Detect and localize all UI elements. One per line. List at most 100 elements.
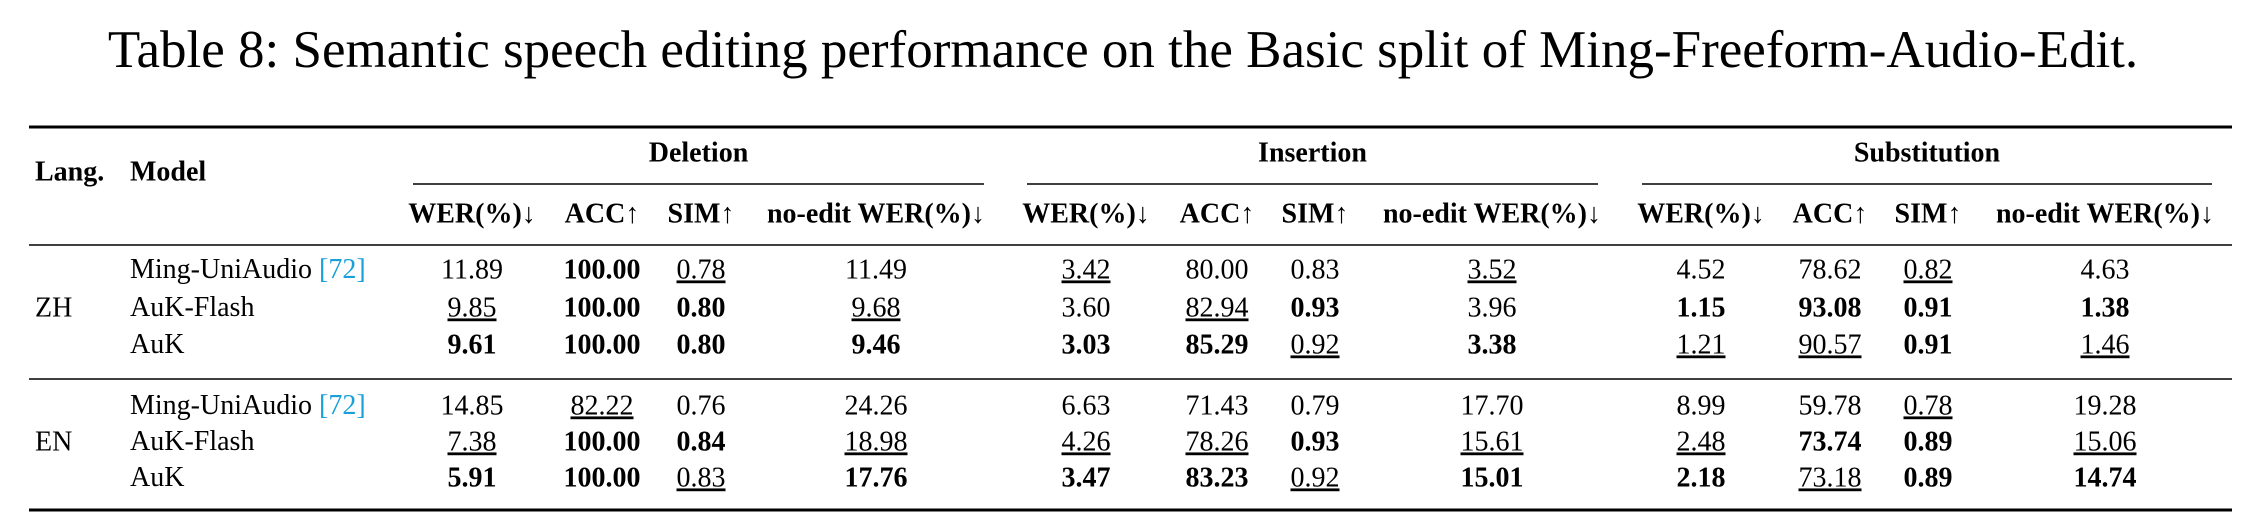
cell: 4.52 xyxy=(1677,254,1726,285)
caption: Table 8: Semantic speech editing perform… xyxy=(108,21,2138,79)
metric-header: ACC↑ xyxy=(565,198,640,229)
cell: 15.06 xyxy=(2074,426,2137,457)
metric-header: SIM↑ xyxy=(1282,198,1349,229)
cell: 9.85 xyxy=(448,292,497,323)
cell: 1.46 xyxy=(2081,329,2130,360)
model-name: Ming-UniAudio [72] xyxy=(130,254,366,285)
metric-header: WER(%)↓ xyxy=(1022,198,1150,229)
model-name: AuK-Flash xyxy=(130,426,254,457)
cell: 14.74 xyxy=(2074,462,2137,493)
cell: 9.46 xyxy=(852,329,901,360)
metric-header: ACC↑ xyxy=(1793,198,1868,229)
cell: 80.00 xyxy=(1186,254,1249,285)
model-label: AuK-Flash xyxy=(130,292,254,323)
cell: 59.78 xyxy=(1799,390,1862,421)
cell: 4.63 xyxy=(2081,254,2130,285)
cell: 1.21 xyxy=(1677,329,1726,360)
metric-header: WER(%)↓ xyxy=(408,198,536,229)
model-label: AuK xyxy=(130,329,184,360)
cell: 0.93 xyxy=(1291,292,1340,323)
cell: 8.99 xyxy=(1677,390,1726,421)
group-header: Deletion xyxy=(649,137,749,168)
model-name: AuK xyxy=(130,329,184,360)
model-label: Ming-UniAudio xyxy=(130,254,312,285)
cell: 100.00 xyxy=(564,292,641,323)
cell: 2.18 xyxy=(1677,462,1726,493)
cell: 0.83 xyxy=(677,462,726,493)
cell: 0.91 xyxy=(1904,329,1953,360)
cell: 3.42 xyxy=(1062,254,1111,285)
cell: 11.49 xyxy=(845,254,907,285)
group-header: Substitution xyxy=(1854,137,2001,168)
cell: 73.18 xyxy=(1799,462,1862,493)
cell: 73.74 xyxy=(1799,426,1862,457)
cell: 100.00 xyxy=(564,462,641,493)
metric-header: ACC↑ xyxy=(1180,198,1255,229)
cell: 0.89 xyxy=(1904,426,1953,457)
citation: [72] xyxy=(319,390,366,421)
cell: 15.01 xyxy=(1461,462,1524,493)
cell: 82.94 xyxy=(1186,292,1249,323)
metric-header: no-edit WER(%)↓ xyxy=(1996,198,2214,229)
cell: 3.03 xyxy=(1062,329,1111,360)
cell: 5.91 xyxy=(448,462,497,493)
cell: 19.28 xyxy=(2074,390,2137,421)
cell: 83.23 xyxy=(1186,462,1249,493)
cell: 100.00 xyxy=(564,254,641,285)
cell: 3.52 xyxy=(1468,254,1517,285)
metric-header: SIM↑ xyxy=(668,198,735,229)
cell: 17.70 xyxy=(1461,390,1524,421)
model-label: AuK-Flash xyxy=(130,426,254,457)
cell: 85.29 xyxy=(1186,329,1249,360)
metric-header: SIM↑ xyxy=(1895,198,1962,229)
cell: 11.89 xyxy=(441,254,503,285)
cell: 0.91 xyxy=(1904,292,1953,323)
cell: 93.08 xyxy=(1799,292,1862,323)
cell: 0.89 xyxy=(1904,462,1953,493)
cell: 78.62 xyxy=(1799,254,1862,285)
lang-label: EN xyxy=(35,426,72,457)
model-name: AuK xyxy=(130,462,184,493)
cell: 9.68 xyxy=(852,292,901,323)
cell: 3.47 xyxy=(1062,462,1111,493)
cell: 0.78 xyxy=(677,254,726,285)
metric-header: WER(%)↓ xyxy=(1637,198,1765,229)
model-name: AuK-Flash xyxy=(130,292,254,323)
cell: 78.26 xyxy=(1186,426,1249,457)
cell: 0.76 xyxy=(677,390,726,421)
lang-label: ZH xyxy=(35,292,72,323)
cell: 0.92 xyxy=(1291,329,1340,360)
cell: 0.83 xyxy=(1291,254,1340,285)
cell: 0.80 xyxy=(677,292,726,323)
cell: 14.85 xyxy=(441,390,504,421)
cell: 3.60 xyxy=(1062,292,1111,323)
cell: 71.43 xyxy=(1186,390,1249,421)
cell: 3.96 xyxy=(1468,292,1517,323)
cell: 1.15 xyxy=(1677,292,1726,323)
cell: 90.57 xyxy=(1799,329,1862,360)
cell: 0.92 xyxy=(1291,462,1340,493)
group-header: Insertion xyxy=(1258,137,1367,168)
cell: 0.78 xyxy=(1904,390,1953,421)
cell: 100.00 xyxy=(564,426,641,457)
cell: 2.48 xyxy=(1677,426,1726,457)
cell: 3.38 xyxy=(1468,329,1517,360)
cell: 4.26 xyxy=(1062,426,1111,457)
lang-header: Lang. xyxy=(35,156,104,187)
citation: [72] xyxy=(319,254,366,285)
cell: 15.61 xyxy=(1461,426,1524,457)
cell: 24.26 xyxy=(845,390,908,421)
cell: 82.22 xyxy=(571,390,634,421)
cell: 0.79 xyxy=(1291,390,1340,421)
model-header: Model xyxy=(130,156,206,187)
cell: 6.63 xyxy=(1062,390,1111,421)
cell: 18.98 xyxy=(845,426,908,457)
model-name: Ming-UniAudio [72] xyxy=(130,390,366,421)
cell: 0.80 xyxy=(677,329,726,360)
cell: 9.61 xyxy=(448,329,497,360)
cell: 1.38 xyxy=(2081,292,2130,323)
cell: 17.76 xyxy=(845,462,908,493)
cell: 7.38 xyxy=(448,426,497,457)
metric-header: no-edit WER(%)↓ xyxy=(767,198,985,229)
